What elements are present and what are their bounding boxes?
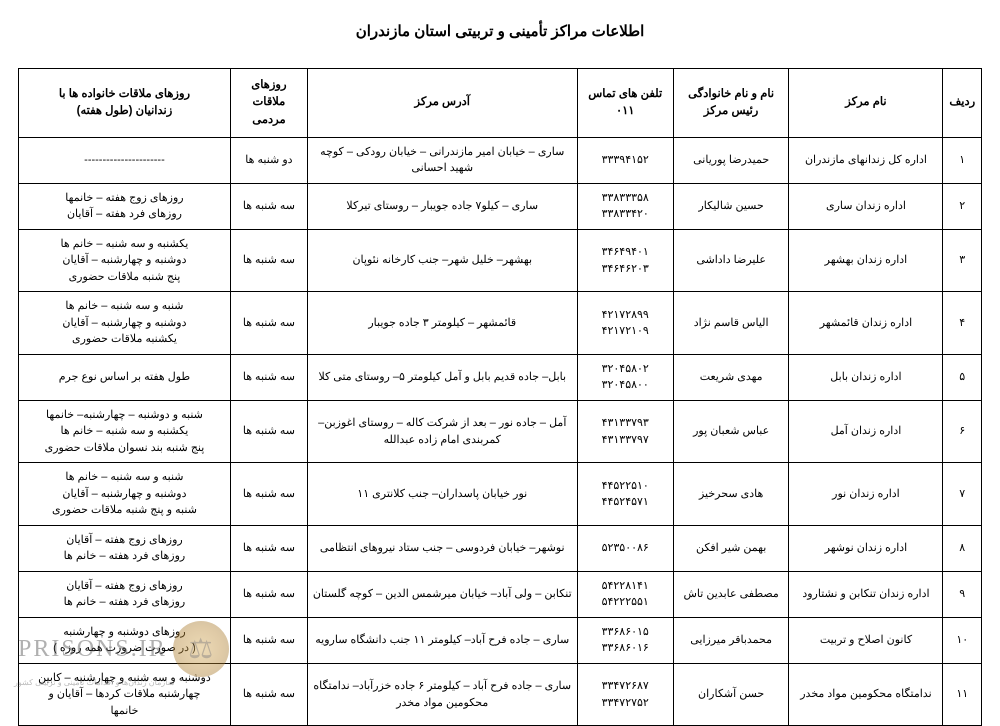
table-row: ۶اداره زندان آملعباس شعبان پور۴۳۱۳۳۷۹۳ ۴… (19, 400, 982, 463)
cell-idx: ۷ (943, 463, 982, 526)
cell-head: حسین شالیکار (673, 183, 789, 229)
cell-center: اداره زندان تنکابن و نشتارود (789, 571, 943, 617)
cell-head: بهمن شیر افکن (673, 525, 789, 571)
cell-idx: ۱۰ (943, 617, 982, 663)
table-header-row: ردیف نام مرکز نام و نام خانوادگی رئیس مر… (19, 69, 982, 138)
table-row: ۱اداره کل زندانهای مازندرانحمیدرضا پوریا… (19, 137, 982, 183)
table-row: ۹اداره زندان تنکابن و نشتارودمصطفی عابدی… (19, 571, 982, 617)
cell-phone: ۳۳۳۹۴۱۵۲ (577, 137, 673, 183)
cell-addr: تنکابن – ولی آباد– خیابان میرشمس الدین –… (307, 571, 577, 617)
cell-center: اداره زندان بهشهر (789, 229, 943, 292)
cell-phone: ۴۴۵۲۲۵۱۰ ۴۴۵۲۴۵۷۱ (577, 463, 673, 526)
watermark-logo-icon (173, 621, 229, 677)
cell-idx: ۴ (943, 292, 982, 355)
table-row: ۷اداره زندان نورهادی سحرخیز۴۴۵۲۲۵۱۰ ۴۴۵۲… (19, 463, 982, 526)
cell-idx: ۶ (943, 400, 982, 463)
cell-days: سه شنبه ها (230, 400, 307, 463)
cell-head: عباس شعبان پور (673, 400, 789, 463)
table-row: ۴اداره زندان قائمشهرالیاس قاسم نژاد۴۲۱۷۲… (19, 292, 982, 355)
cell-addr: ساری – کیلو۷ جاده جویبار – روستای تیرکلا (307, 183, 577, 229)
cell-days: سه شنبه ها (230, 463, 307, 526)
page-title: اطلاعات مراکز تأمینی و تربیتی استان مازن… (0, 0, 1000, 68)
cell-center: اداره زندان نور (789, 463, 943, 526)
cell-phone: ۵۴۲۲۸۱۴۱ ۵۴۲۲۲۵۵۱ (577, 571, 673, 617)
table-row: ۲اداره زندان ساریحسین شالیکار۳۳۸۳۳۳۵۸ ۳۳… (19, 183, 982, 229)
cell-head: هادی سحرخیز (673, 463, 789, 526)
cell-days: سه شنبه ها (230, 354, 307, 400)
col-phone-header: تلفن های تماس ۰۱۱ (577, 69, 673, 138)
cell-idx: ۲ (943, 183, 982, 229)
cell-addr: آمل – جاده نور – بعد از شرکت کاله – روست… (307, 400, 577, 463)
table-row: ۵اداره زندان بابلمهدی شریعت۳۲۰۴۵۸۰۲ ۳۲۰۴… (19, 354, 982, 400)
cell-center: اداره کل زندانهای مازندران (789, 137, 943, 183)
cell-days: دو شنبه ها (230, 137, 307, 183)
cell-idx: ۱ (943, 137, 982, 183)
cell-center: اداره زندان بابل (789, 354, 943, 400)
cell-center: اداره زندان قائمشهر (789, 292, 943, 355)
watermark-text: PRISONS.IR (18, 636, 167, 663)
cell-head: محمدباقر میرزایی (673, 617, 789, 663)
cell-family: ---------------------- (19, 137, 231, 183)
col-head-header: نام و نام خانوادگی رئیس مرکز (673, 69, 789, 138)
cell-phone: ۳۳۶۸۶۰۱۵ ۳۳۶۸۶۰۱۶ (577, 617, 673, 663)
watermark: PRISONS.IR (18, 621, 229, 677)
cell-head: علیرضا داداشی (673, 229, 789, 292)
col-idx-header: ردیف (943, 69, 982, 138)
cell-addr: بابل– جاده قدیم بابل و آمل کیلومتر ۵– رو… (307, 354, 577, 400)
col-days-header: روزهای ملاقات مردمی (230, 69, 307, 138)
cell-family: روزهای زوج هفته – آقایان روزهای فرد هفته… (19, 525, 231, 571)
cell-days: سه شنبه ها (230, 229, 307, 292)
cell-phone: ۳۴۶۴۹۴۰۱ ۳۴۶۴۶۲۰۳ (577, 229, 673, 292)
cell-family: طول هفته بر اساس نوع جرم (19, 354, 231, 400)
cell-addr: نور خیابان پاسداران– جنب کلانتری ۱۱ (307, 463, 577, 526)
cell-phone: ۵۲۳۵۰۰۸۶ (577, 525, 673, 571)
cell-idx: ۱۱ (943, 663, 982, 726)
cell-phone: ۴۳۱۳۳۷۹۳ ۴۳۱۳۳۷۹۷ (577, 400, 673, 463)
cell-days: سه شنبه ها (230, 571, 307, 617)
cell-phone: ۳۲۰۴۵۸۰۲ ۳۲۰۴۵۸۰۰ (577, 354, 673, 400)
cell-head: مصطفی عابدین تاش (673, 571, 789, 617)
cell-family: روزهای زوج هفته – آقایان روزهای فرد هفته… (19, 571, 231, 617)
cell-addr: ساری – جاده فرح آباد– کیلومتر ۱۱ جنب دان… (307, 617, 577, 663)
cell-family: یکشنبه و سه شنبه – خانم ها دوشنبه و چهار… (19, 229, 231, 292)
cell-days: سه شنبه ها (230, 617, 307, 663)
cell-center: اداره زندان نوشهر (789, 525, 943, 571)
cell-center: اداره زندان ساری (789, 183, 943, 229)
cell-family: روزهای زوج هفته – خانمها روزهای فرد هفته… (19, 183, 231, 229)
cell-head: حمیدرضا پوریانی (673, 137, 789, 183)
watermark-subtext: سازمان زندان‌ها و اقدامات تأمینی و تربیت… (14, 678, 174, 687)
cell-head: حسن آشکاران (673, 663, 789, 726)
table-row: ۳اداره زندان بهشهرعلیرضا داداشی۳۴۶۴۹۴۰۱ … (19, 229, 982, 292)
cell-days: سه شنبه ها (230, 663, 307, 726)
col-family-header: روزهای ملاقات خانواده ها با زندانیان (طو… (19, 69, 231, 138)
cell-addr: قائمشهر – کیلومتر ۳ جاده جویبار (307, 292, 577, 355)
cell-idx: ۹ (943, 571, 982, 617)
cell-addr: ساری – جاده فرح آباد – کیلومتر ۶ جاده خز… (307, 663, 577, 726)
cell-days: سه شنبه ها (230, 183, 307, 229)
cell-idx: ۳ (943, 229, 982, 292)
table-row: ۸اداره زندان نوشهربهمن شیر افکن۵۲۳۵۰۰۸۶ن… (19, 525, 982, 571)
cell-family: شنبه و سه شنبه – خانم ها دوشنبه و چهارشن… (19, 292, 231, 355)
cell-head: الیاس قاسم نژاد (673, 292, 789, 355)
cell-center: ندامتگاه محکومین مواد مخدر (789, 663, 943, 726)
cell-family: شنبه و سه شنبه – خانم ها دوشنبه و چهارشن… (19, 463, 231, 526)
cell-addr: بهشهر– خلیل شهر– جنب کارخانه نئوپان (307, 229, 577, 292)
cell-days: سه شنبه ها (230, 525, 307, 571)
col-addr-header: آدرس مرکز (307, 69, 577, 138)
cell-idx: ۸ (943, 525, 982, 571)
cell-head: مهدی شریعت (673, 354, 789, 400)
cell-family: شنبه و دوشنبه – چهارشنبه– خانمها یکشنبه … (19, 400, 231, 463)
cell-addr: نوشهر– خیابان فردوسی – جنب ستاد نیروهای … (307, 525, 577, 571)
cell-addr: ساری – خیابان امیر مازندرانی – خیابان رو… (307, 137, 577, 183)
col-center-header: نام مرکز (789, 69, 943, 138)
cell-phone: ۴۲۱۷۲۸۹۹ ۴۲۱۷۲۱۰۹ (577, 292, 673, 355)
cell-center: کانون اصلاح و تربیت (789, 617, 943, 663)
cell-center: اداره زندان آمل (789, 400, 943, 463)
cell-days: سه شنبه ها (230, 292, 307, 355)
cell-phone: ۳۳۴۷۲۶۸۷ ۳۳۴۷۲۷۵۲ (577, 663, 673, 726)
cell-idx: ۵ (943, 354, 982, 400)
cell-phone: ۳۳۸۳۳۳۵۸ ۳۳۸۳۳۴۲۰ (577, 183, 673, 229)
